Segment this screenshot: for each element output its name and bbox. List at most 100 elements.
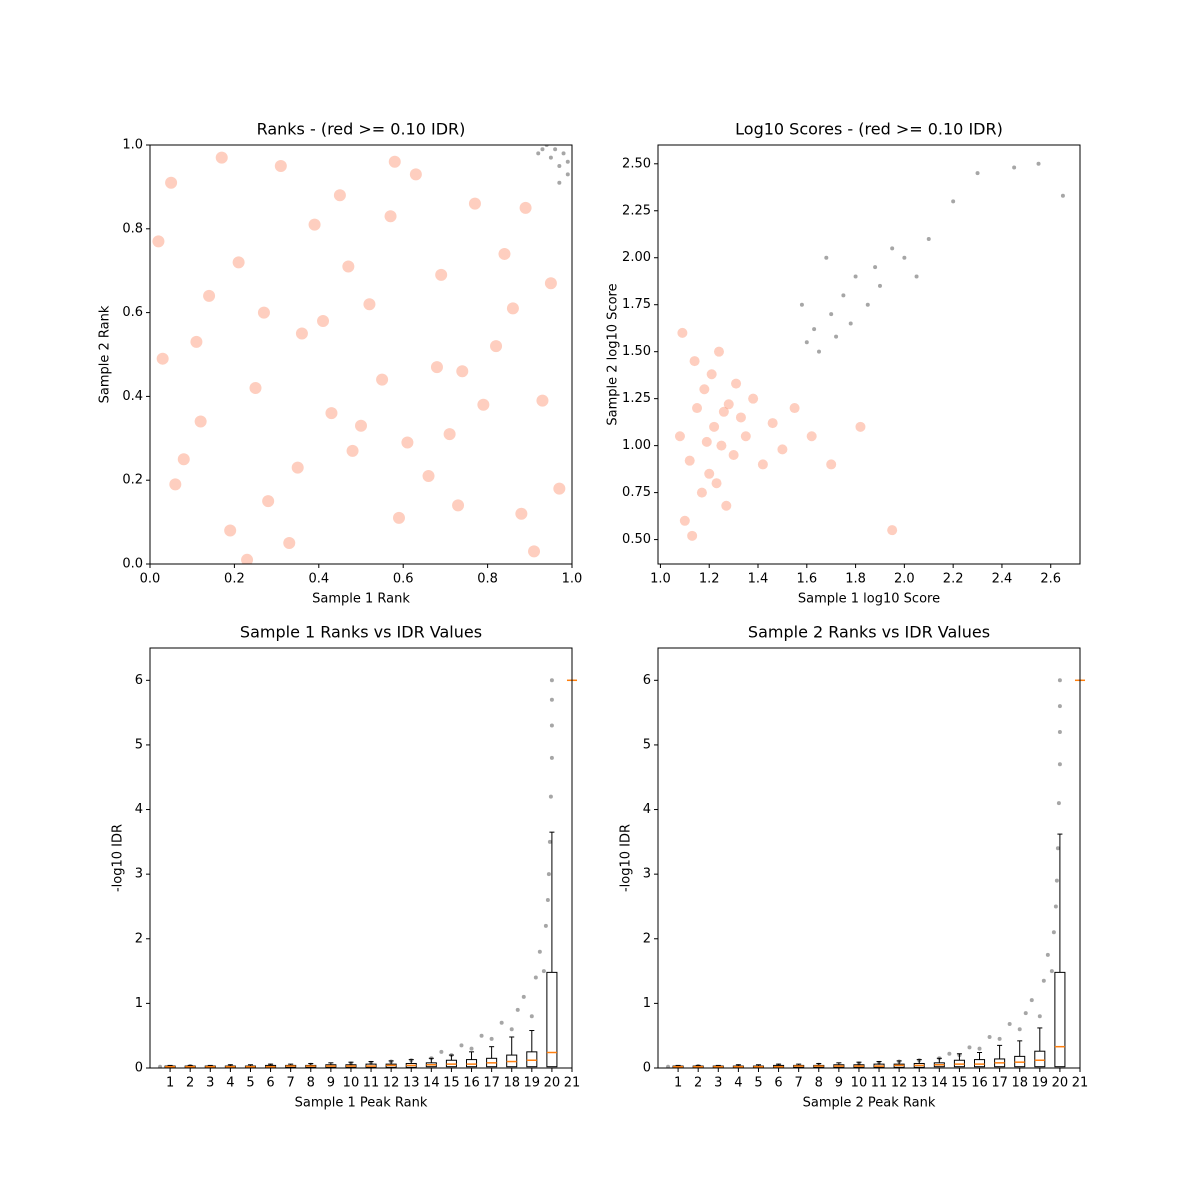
x-tick-label: 0.4 bbox=[308, 572, 329, 587]
point bbox=[902, 255, 907, 260]
point bbox=[721, 500, 732, 511]
x-tick-label: 1.0 bbox=[562, 572, 583, 587]
axes-frame bbox=[657, 144, 1081, 565]
x-tick-label: 9 bbox=[327, 1076, 335, 1091]
y-axis-label: Sample 2 Rank bbox=[98, 305, 113, 403]
point bbox=[731, 378, 742, 389]
plot-area bbox=[158, 678, 554, 1068]
point bbox=[547, 839, 552, 844]
axes-frame bbox=[149, 144, 573, 565]
point bbox=[877, 283, 882, 288]
point bbox=[257, 306, 270, 319]
point bbox=[545, 898, 550, 902]
point bbox=[841, 293, 846, 298]
point bbox=[711, 478, 722, 489]
point bbox=[789, 403, 800, 414]
point bbox=[804, 340, 809, 345]
point bbox=[528, 545, 541, 558]
x-tick-label: 7 bbox=[795, 1076, 803, 1091]
point bbox=[363, 298, 376, 311]
box bbox=[974, 1059, 986, 1068]
point bbox=[477, 398, 490, 411]
point bbox=[812, 327, 817, 332]
plot-area bbox=[666, 678, 1062, 1068]
point bbox=[826, 459, 837, 470]
x-axis-label: Sample 1 log10 Score bbox=[798, 592, 940, 607]
point bbox=[806, 431, 817, 442]
point bbox=[1029, 998, 1034, 1003]
x-tick-label: 20 bbox=[544, 1076, 561, 1091]
y-tick-label: 1.0 bbox=[122, 138, 143, 153]
y-tick-label: 0 bbox=[135, 1061, 143, 1076]
point bbox=[177, 453, 190, 466]
point bbox=[699, 384, 710, 395]
subplot: Ranks - (red >= 0.10 IDR) Sample 1 Rank Sa… bbox=[98, 120, 583, 607]
point bbox=[529, 1014, 534, 1019]
point bbox=[873, 265, 878, 270]
x-tick-label: 20 bbox=[1052, 1076, 1069, 1091]
x-tick-label: 16 bbox=[463, 1076, 480, 1091]
x-tick-label: 1.8 bbox=[845, 572, 866, 587]
x-tick-label: 17 bbox=[483, 1076, 500, 1091]
x-tick-label: 6 bbox=[774, 1076, 782, 1091]
x-axis-label: Sample 1 Peak Rank bbox=[295, 1096, 428, 1111]
point bbox=[392, 511, 405, 524]
point bbox=[684, 455, 695, 466]
x-axis-label: Sample 1 Rank bbox=[312, 592, 410, 607]
point bbox=[887, 525, 898, 536]
point bbox=[757, 459, 768, 470]
point bbox=[549, 755, 554, 760]
x-tick-label: 1.0 bbox=[650, 572, 671, 587]
point bbox=[490, 340, 503, 353]
point bbox=[317, 314, 330, 327]
y-tick-label: 2.50 bbox=[622, 156, 651, 171]
x-tick-label: 21 bbox=[1072, 1076, 1089, 1091]
x-tick-label: 0.2 bbox=[224, 572, 245, 587]
point bbox=[1037, 1014, 1042, 1019]
y-tick-label: 1.75 bbox=[622, 297, 651, 312]
point bbox=[706, 369, 717, 380]
x-tick-label: 11 bbox=[363, 1076, 380, 1091]
plot-area bbox=[152, 145, 570, 564]
y-tick-label: 0.50 bbox=[622, 532, 651, 547]
point bbox=[701, 436, 712, 447]
point bbox=[509, 1027, 514, 1032]
y-tick-label: 1.25 bbox=[622, 391, 651, 406]
point bbox=[549, 678, 554, 683]
point bbox=[548, 794, 553, 799]
point bbox=[409, 168, 422, 181]
x-tick-label: 1.2 bbox=[699, 572, 720, 587]
point bbox=[1056, 801, 1061, 806]
point bbox=[799, 302, 804, 307]
point bbox=[521, 994, 526, 999]
point bbox=[515, 1007, 520, 1012]
point bbox=[816, 349, 821, 354]
y-tick-label: 6 bbox=[135, 673, 143, 688]
point bbox=[748, 393, 759, 404]
subplot: Log10 Scores - (red >= 0.10 IDR) Sample 1… bbox=[606, 120, 1081, 607]
point bbox=[430, 361, 443, 374]
x-tick-label: 2 bbox=[186, 1076, 194, 1091]
y-tick-label: 6 bbox=[643, 673, 651, 688]
y-tick-label: 0.6 bbox=[122, 305, 143, 320]
y-tick-label: 0.75 bbox=[622, 485, 651, 500]
point bbox=[346, 444, 359, 457]
point bbox=[1007, 1022, 1012, 1027]
point bbox=[295, 327, 308, 340]
point bbox=[355, 419, 367, 432]
subplot: Sample 2 Ranks vs IDR Values Sample 2 Pea… bbox=[619, 623, 1089, 1111]
point bbox=[498, 247, 511, 260]
point bbox=[855, 421, 866, 432]
point bbox=[376, 373, 389, 386]
point bbox=[158, 1064, 163, 1068]
x-tick-label: 19 bbox=[1032, 1076, 1049, 1091]
y-tick-label: 3 bbox=[643, 867, 651, 882]
point bbox=[194, 415, 207, 428]
x-tick-label: 5 bbox=[754, 1076, 762, 1091]
point bbox=[947, 1051, 952, 1056]
point bbox=[735, 412, 746, 423]
point bbox=[777, 444, 788, 455]
point bbox=[914, 274, 919, 279]
point bbox=[456, 365, 469, 378]
point bbox=[291, 461, 304, 474]
